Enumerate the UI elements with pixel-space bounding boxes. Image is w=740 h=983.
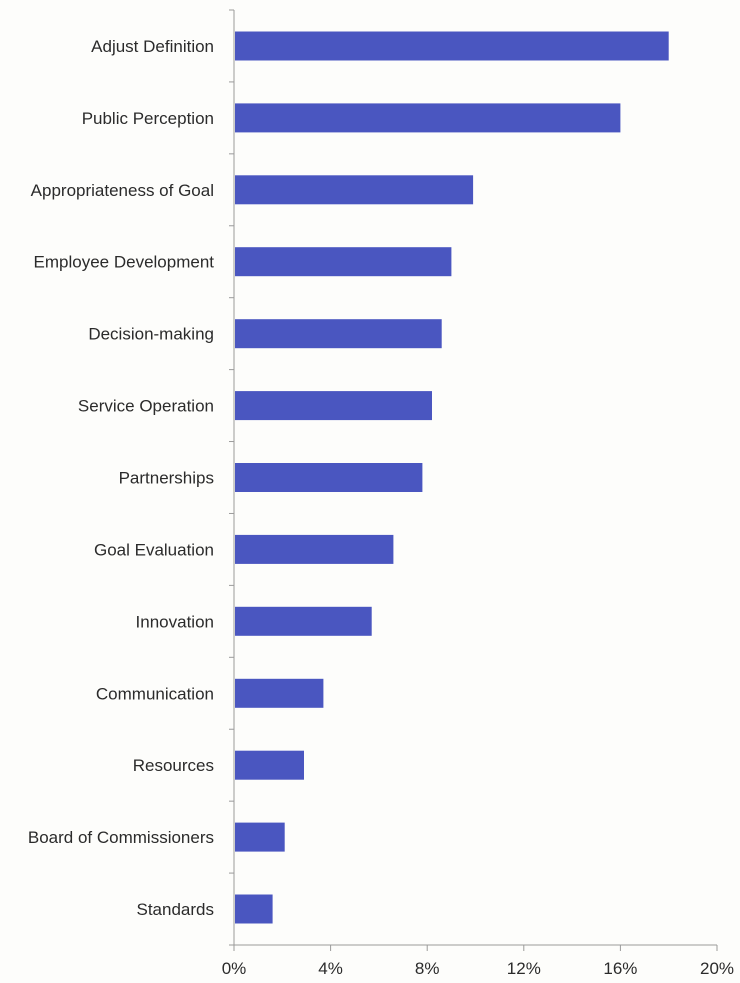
bar-partnerships [235, 463, 423, 492]
category-label: Appropriateness of Goal [31, 181, 214, 200]
category-label: Board of Commissioners [28, 828, 214, 847]
bar-decision-making [235, 319, 442, 349]
category-label: Resources [133, 756, 214, 775]
category-label: Partnerships [119, 469, 214, 488]
bar-standards [235, 894, 273, 924]
x-tick-label: 4% [318, 959, 343, 978]
category-label: Employee Development [34, 253, 215, 272]
x-tick-label: 8% [415, 959, 440, 978]
bars-layer [235, 31, 669, 924]
bar-resources [235, 750, 304, 780]
axes [229, 9, 718, 951]
bar-service-operation [235, 391, 432, 421]
bar-communication [235, 678, 324, 708]
bar-appropriateness-of-goal [235, 175, 474, 205]
bar-goal-evaluation [235, 534, 394, 564]
category-label: Decision-making [88, 325, 214, 344]
category-label: Public Perception [82, 109, 214, 128]
x-tick-label: 20% [700, 959, 734, 978]
category-label: Standards [137, 900, 215, 919]
category-label: Goal Evaluation [94, 540, 214, 559]
category-label: Adjust Definition [91, 37, 214, 56]
category-labels: Adjust Definition Public Perception Approp… [28, 37, 214, 919]
x-tick-labels: 0% 4% 8% 12% 16% 20% [222, 959, 734, 978]
bar-public-perception [235, 103, 621, 133]
bar-adjust-definition [235, 31, 669, 61]
x-tick-label: 12% [507, 959, 541, 978]
category-label: Communication [96, 684, 214, 703]
bar-innovation [235, 606, 372, 636]
category-label: Service Operation [78, 397, 214, 416]
bar-board-of-commissioners [235, 822, 285, 852]
category-label: Innovation [136, 612, 214, 631]
bar-employee-development [235, 247, 452, 277]
x-tick-label: 0% [222, 959, 247, 978]
x-tick-label: 16% [603, 959, 637, 978]
